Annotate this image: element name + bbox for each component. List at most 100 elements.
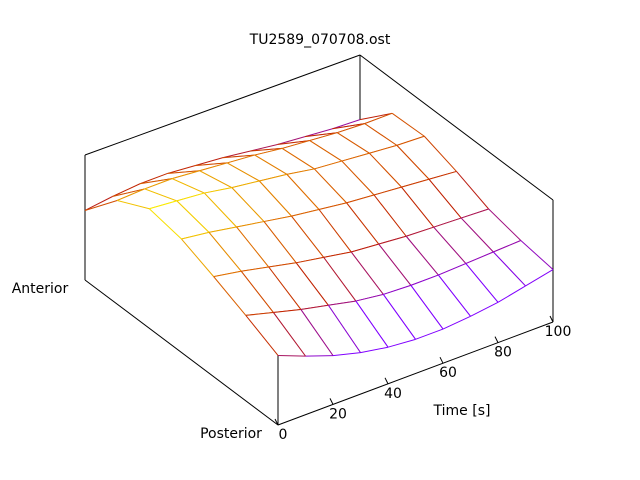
mesh-line [438,263,467,276]
mesh-line [249,143,278,152]
x-tick [549,315,554,323]
x-tick [274,418,279,426]
mesh-line [401,186,435,228]
surface-cell [465,252,526,303]
surface-cell [401,179,462,228]
mesh-line [149,200,177,210]
mesh-line [318,202,347,210]
surface-cell [341,153,402,195]
mesh-line [378,235,407,245]
mesh-line [245,315,279,356]
mesh-line [396,135,425,146]
mesh-line [396,145,430,180]
surface-cell [296,257,356,306]
surface-cell [291,209,352,258]
mesh-line [488,208,522,241]
mesh-line [281,148,315,170]
mesh-line [277,136,306,145]
mesh-line [222,154,255,159]
surface-cell [319,202,379,252]
mesh-line [139,172,168,185]
mesh-line [318,209,352,253]
mesh-line [410,274,439,286]
mesh-line [213,270,242,278]
mesh-line [291,209,320,217]
surface-cell [213,271,274,316]
surface-cell [273,309,333,357]
surface-cell [268,262,329,310]
surface-cell [85,188,145,211]
mesh-line [176,192,205,202]
mesh-line [259,173,287,182]
mesh-line [286,168,315,175]
surface-cell [369,145,429,188]
mesh-line [222,150,251,159]
mesh-line [415,328,444,340]
mesh-line [84,196,113,211]
box-edge [277,321,554,426]
mesh-line [492,251,526,287]
mesh-line [470,301,499,317]
surface-cell [222,148,283,158]
mesh-line [456,171,490,210]
mesh-line [383,284,411,295]
mesh-line [144,188,178,202]
mesh-line [176,200,210,233]
surface-cell [199,162,260,188]
mesh-line [231,187,265,222]
surface-cell [254,148,315,175]
mesh-line [313,168,347,204]
mesh-line [314,160,342,170]
mesh-line [369,144,397,154]
mesh-line [277,354,306,357]
mesh-line [323,251,352,258]
surface-cell [227,155,287,181]
mesh-line [305,355,334,357]
surface-cell [332,113,393,129]
mesh-line [405,235,439,276]
surface-cell [323,251,384,302]
surface-cell [112,178,173,197]
mesh-line [525,269,554,287]
mesh-line [148,208,182,240]
box-edge [84,54,361,156]
mesh-line [401,178,430,188]
surface-cell [282,140,342,169]
mesh-line [410,285,444,330]
mesh-line [277,140,310,145]
mesh-line [139,178,173,185]
mesh-line [406,226,434,237]
surface-cell [250,140,310,152]
mesh-line [208,232,242,272]
mesh-line [199,170,233,189]
surface-cell [314,161,374,203]
surface-cell [406,227,466,276]
surface-cell [204,187,264,227]
surface-cell [383,285,443,340]
mesh-line [304,128,333,138]
x-tick-label: 80 [494,345,512,361]
x-tick [329,398,334,405]
mesh-line [382,294,416,340]
surface-cell [195,155,255,166]
surface-cell [378,236,439,286]
mesh-line [428,178,462,219]
mesh-line [144,178,173,190]
mesh-line [346,202,380,245]
axes: 0 20 40 60 80 100 [274,315,571,443]
mesh-line [328,300,356,306]
surface-cell [140,170,200,184]
mesh-line [346,194,375,204]
mesh-line [323,257,357,302]
x-tick [384,377,389,385]
mesh-line [437,274,471,317]
mesh-line [368,152,402,188]
mesh-line [332,119,361,130]
mesh-line [245,311,274,316]
mesh-line [461,208,489,219]
mesh-line [194,157,223,167]
mesh-line [337,123,365,134]
mesh-line [227,154,255,164]
mesh-line [268,266,302,310]
mesh-line [194,162,228,167]
